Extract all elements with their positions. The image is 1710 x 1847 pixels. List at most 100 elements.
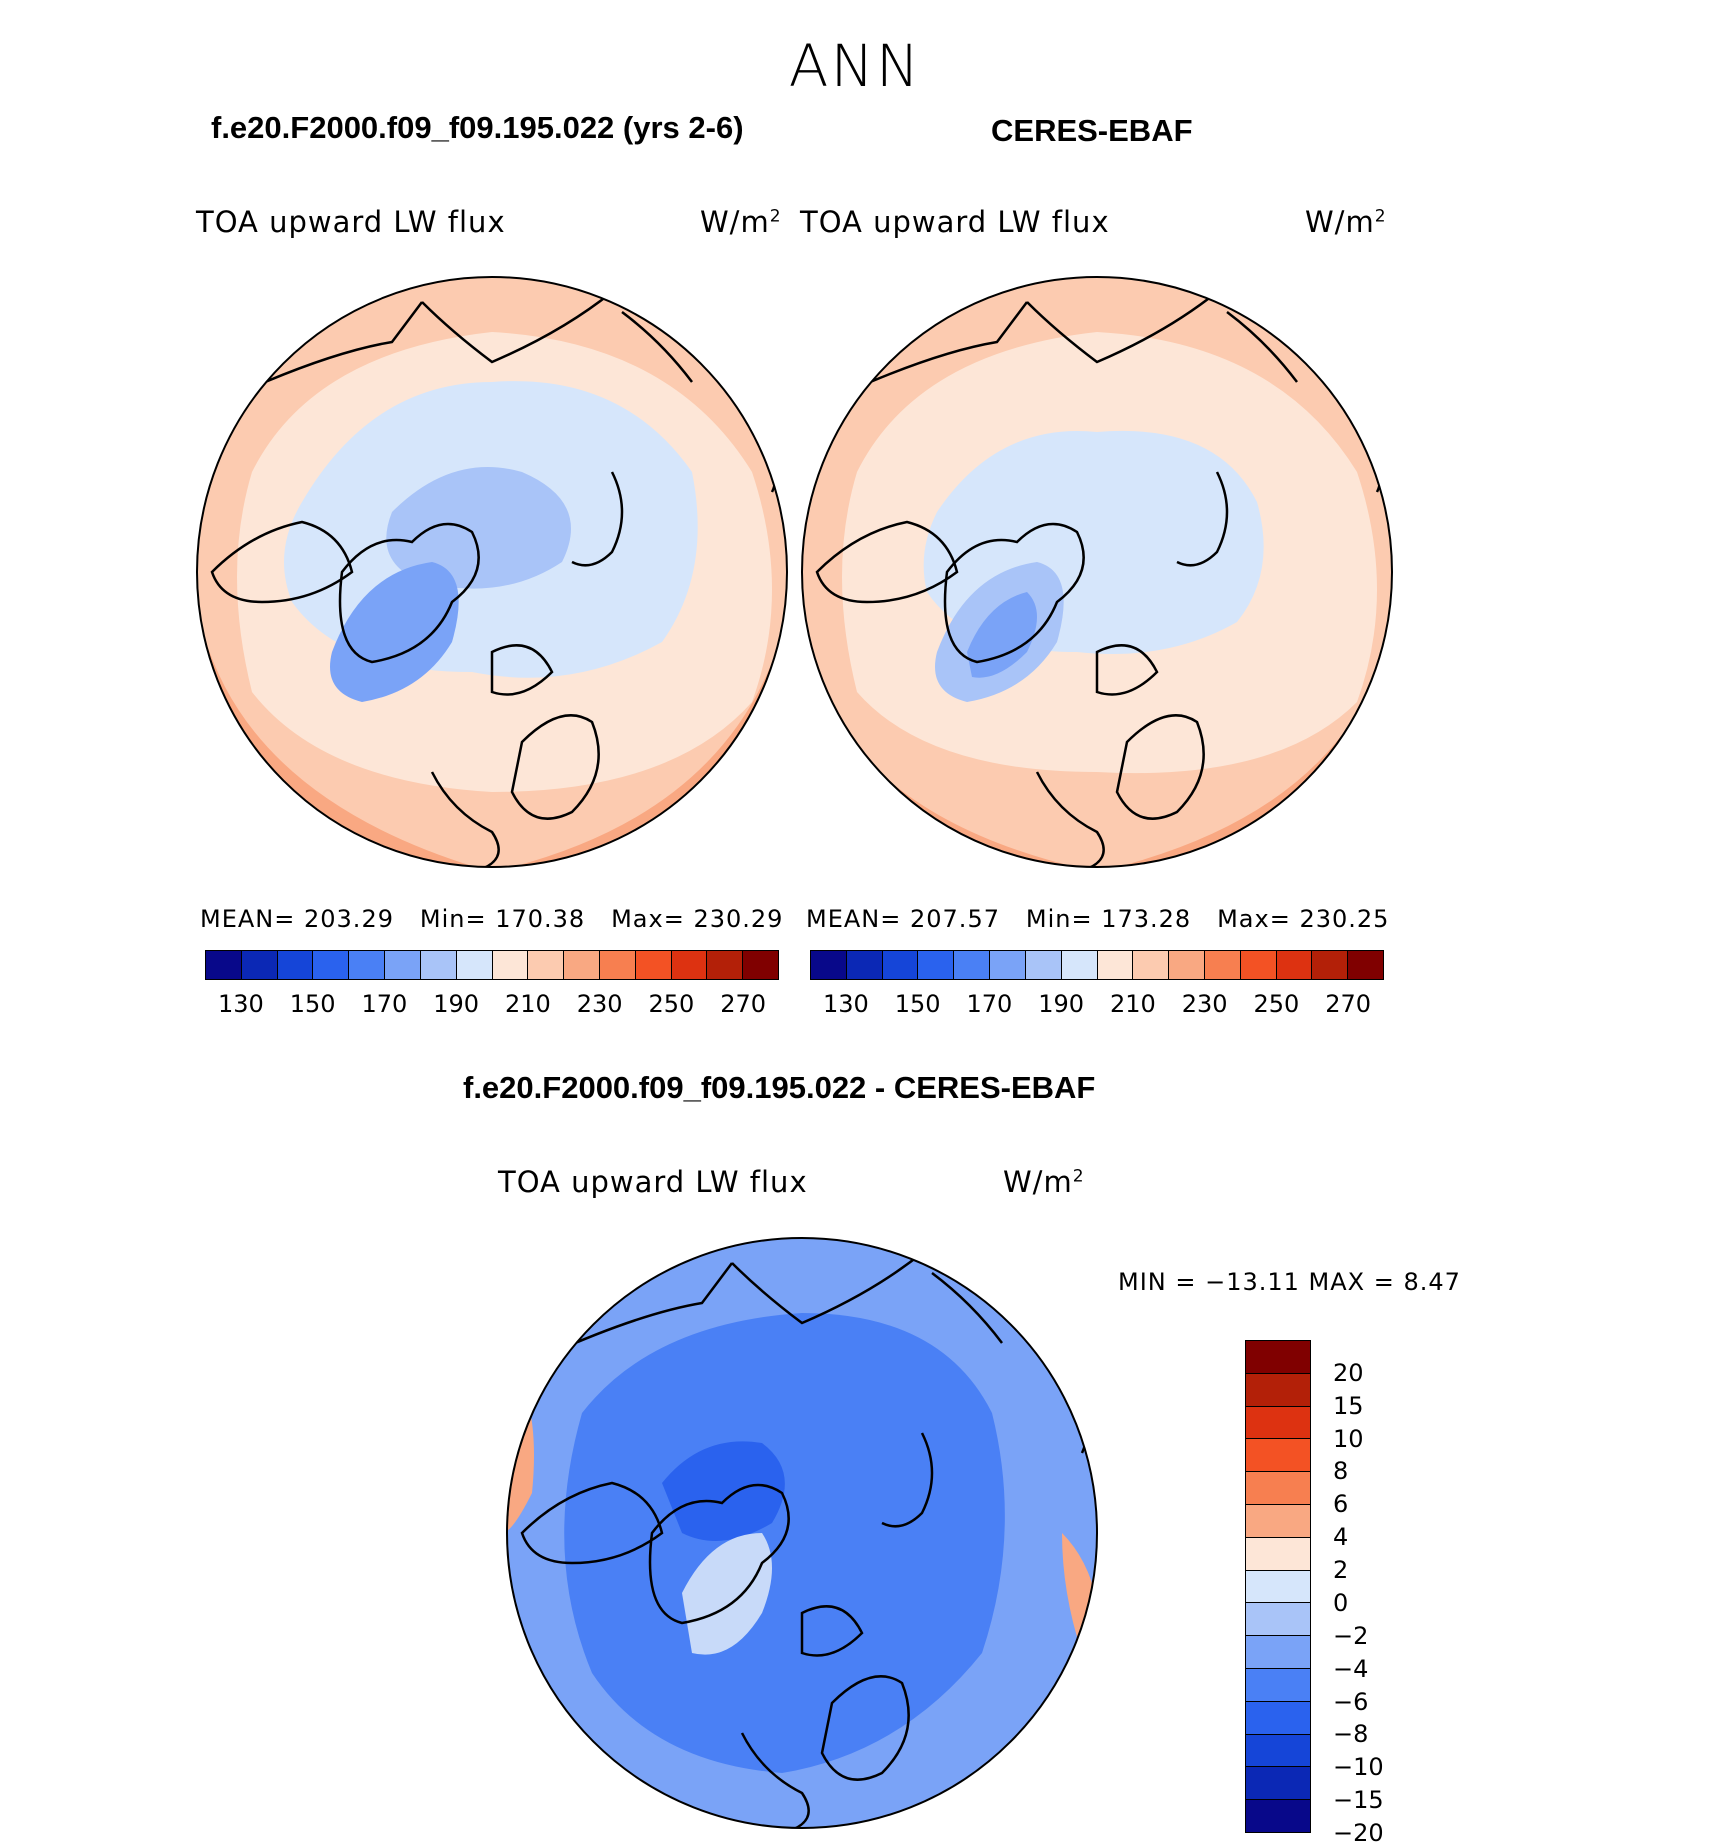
- map-field-greenland-light: [682, 1533, 772, 1655]
- colorbar-swatch: [1061, 951, 1098, 979]
- colorbar-swatch: [599, 951, 636, 979]
- colorbar-tick-label: 130: [822, 990, 869, 1018]
- diff-case-title: f.e20.F2000.f09_f09.195.022 - CERES-EBAF: [463, 1070, 1096, 1105]
- colorbar-tick-label: 230: [1181, 990, 1228, 1018]
- max-label: Max=: [611, 905, 685, 933]
- left-variable-label: TOA upward LW flux: [196, 205, 506, 239]
- colorbar-swatch: [1246, 1472, 1310, 1505]
- colorbar-swatch: [1204, 951, 1241, 979]
- colorbar-swatch: [1246, 1537, 1310, 1571]
- left-colorbar: [205, 950, 779, 980]
- season-title: ANN: [788, 32, 922, 100]
- colorbar-tick-label: 150: [894, 990, 941, 1018]
- colorbar-swatch: [1246, 1701, 1310, 1735]
- colorbar-swatch: [1246, 1439, 1310, 1473]
- colorbar-swatch: [277, 951, 314, 979]
- left-units-label: W/m2: [700, 205, 782, 239]
- right-units-label: W/m2: [1305, 205, 1387, 239]
- colorbar-swatch: [1246, 1341, 1310, 1374]
- colorbar-swatch: [1240, 951, 1277, 979]
- diff-colorbar: [1245, 1340, 1311, 1833]
- max-value: 230.25: [1299, 905, 1390, 933]
- right-variable-label: TOA upward LW flux: [800, 205, 1110, 239]
- colorbar-swatch: [743, 951, 778, 979]
- colorbar-swatch: [206, 951, 242, 979]
- mean-label: MEAN=: [200, 905, 296, 933]
- colorbar-swatch: [1348, 951, 1383, 979]
- colorbar-swatch: [882, 951, 919, 979]
- map-field-greenland-cool3: [330, 562, 459, 702]
- colorbar-tick-label: 270: [1325, 990, 1372, 1018]
- map-border: [506, 1237, 1098, 1829]
- colorbar-tick-label: 170: [966, 990, 1013, 1018]
- colorbar-tick-label: 210: [504, 990, 551, 1018]
- colorbar-tick-label: −20: [1333, 1819, 1384, 1847]
- min-value: 170.38: [495, 905, 586, 933]
- colorbar-tick-label: −2: [1333, 1621, 1369, 1650]
- colorbar-swatch: [1312, 951, 1349, 979]
- colorbar-swatch: [635, 951, 672, 979]
- min-label: Min=: [419, 905, 487, 933]
- left-case-title: f.e20.F2000.f09_f09.195.022 (yrs 2-6): [211, 110, 744, 145]
- colorbar-swatch: [420, 951, 457, 979]
- mean-value: 207.57: [910, 905, 1000, 933]
- colorbar-swatch: [954, 951, 991, 979]
- diff-minmax: MIN = −13.11 MAX = 8.47: [1118, 1268, 1461, 1296]
- map-field-cool2: [386, 467, 571, 589]
- colorbar-swatch: [1133, 951, 1170, 979]
- diff-units-label: W/m2: [1003, 1165, 1085, 1199]
- colorbar-swatch: [1097, 951, 1134, 979]
- colorbar-swatch: [349, 951, 386, 979]
- map-field-dcool2: [662, 1441, 785, 1541]
- diff-colorbar-ticks: 20 15 10 8 6 4 2 0 −2 −4 −6 −8 −10 −15 −20: [1333, 1340, 1453, 1847]
- colorbar-swatch: [671, 951, 708, 979]
- coastlines: [815, 291, 1382, 867]
- max-value: 230.29: [693, 905, 784, 933]
- right-case-title: CERES-EBAF: [991, 113, 1193, 148]
- min-label: Min=: [1025, 905, 1093, 933]
- colorbar-tick-label: 150: [289, 990, 336, 1018]
- colorbar-tick-label: 20: [1333, 1358, 1364, 1387]
- colorbar-tick-label: −6: [1333, 1687, 1369, 1716]
- colorbar-swatch: [1276, 951, 1313, 979]
- map-field-greenland-cool3: [967, 592, 1037, 678]
- colorbar-tick-label: 0: [1333, 1588, 1349, 1617]
- coastlines: [520, 1252, 1087, 1828]
- mean-label: MEAN=: [806, 905, 902, 933]
- right-stats: MEAN= 207.57 Min= 173.28 Max= 230.25: [806, 905, 1389, 933]
- colorbar-swatch: [1246, 1570, 1310, 1604]
- colorbar-swatch: [846, 951, 883, 979]
- left-stats: MEAN= 203.29 Min= 170.38 Max= 230.29: [200, 905, 783, 933]
- map-border: [801, 276, 1393, 868]
- max-label: Max=: [1217, 905, 1291, 933]
- colorbar-tick-label: 190: [433, 990, 480, 1018]
- colorbar-swatch: [1246, 1734, 1310, 1768]
- colorbar-tick-label: 6: [1333, 1490, 1349, 1519]
- colorbar-tick-label: −4: [1333, 1654, 1369, 1683]
- colorbar-swatch: [707, 951, 744, 979]
- colorbar-tick-label: 250: [648, 990, 695, 1018]
- colorbar-tick-label: −15: [1333, 1786, 1384, 1815]
- left-polar-map: [196, 276, 788, 868]
- min-value: 173.28: [1101, 905, 1192, 933]
- colorbar-swatch: [241, 951, 278, 979]
- colorbar-tick-label: 250: [1253, 990, 1300, 1018]
- diff-variable-label: TOA upward LW flux: [498, 1165, 808, 1199]
- colorbar-swatch: [456, 951, 493, 979]
- colorbar-tick-label: 190: [1038, 990, 1085, 1018]
- colorbar-tick-label: 8: [1333, 1457, 1349, 1486]
- mean-value: 203.29: [304, 905, 394, 933]
- colorbar-swatch: [385, 951, 421, 979]
- colorbar-swatch: [528, 951, 565, 979]
- colorbar-swatch: [492, 951, 529, 979]
- colorbar-swatch: [1246, 1636, 1310, 1669]
- colorbar-tick-label: 230: [576, 990, 623, 1018]
- colorbar-tick-label: 15: [1333, 1391, 1364, 1420]
- right-colorbar-ticks: 130 150 170 190 210 230 250 270: [810, 990, 1384, 1020]
- colorbar-tick-label: 270: [720, 990, 767, 1018]
- colorbar-swatch: [1246, 1504, 1310, 1538]
- colorbar-tick-label: 10: [1333, 1424, 1364, 1453]
- colorbar-swatch: [1169, 951, 1205, 979]
- colorbar-swatch: [811, 951, 847, 979]
- colorbar-swatch: [1246, 1767, 1310, 1801]
